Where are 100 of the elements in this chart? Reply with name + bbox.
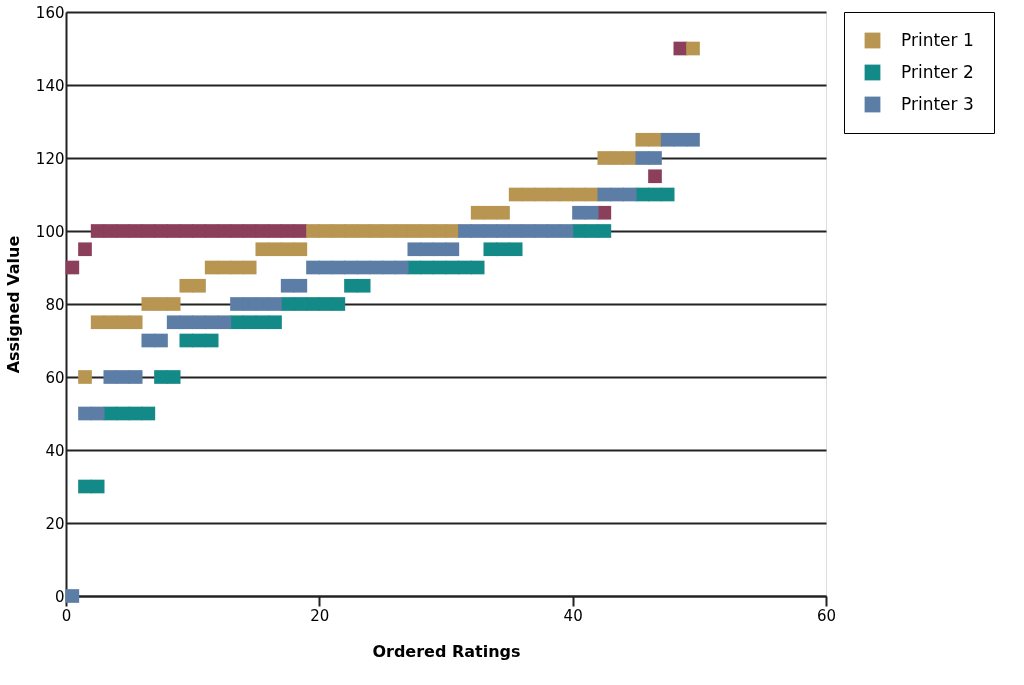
point [356, 278, 371, 293]
point [382, 224, 396, 238]
point [293, 297, 308, 311]
point [255, 242, 270, 257]
point [103, 370, 118, 384]
point [445, 260, 460, 275]
point [217, 224, 232, 238]
point [521, 224, 536, 238]
point [559, 187, 574, 202]
point [192, 278, 206, 293]
point [65, 589, 80, 603]
point [597, 151, 612, 165]
point [394, 260, 409, 275]
point [242, 260, 257, 275]
y-axis-title: Assigned Value [3, 235, 23, 374]
point [331, 297, 346, 311]
point [116, 370, 130, 384]
point [293, 242, 308, 257]
legend-label: Printer 2 [901, 61, 974, 82]
point [255, 315, 270, 330]
y-tick-label: 140 [35, 76, 65, 95]
y-tick-label: 60 [45, 368, 65, 387]
point [648, 187, 662, 202]
point [458, 224, 472, 238]
point [141, 297, 156, 311]
point [141, 224, 156, 238]
point [141, 406, 156, 421]
point [635, 132, 650, 147]
point [128, 370, 143, 384]
point [597, 224, 612, 238]
y-tick-label: 100 [35, 222, 65, 241]
point [660, 187, 675, 202]
point [686, 132, 700, 147]
point [293, 224, 308, 238]
point [496, 205, 510, 220]
point [673, 132, 688, 147]
point [483, 242, 498, 257]
point [103, 224, 118, 238]
point [344, 260, 358, 275]
point [116, 406, 130, 421]
x-tick-label: 40 [563, 606, 583, 625]
point [78, 370, 92, 384]
point [217, 315, 232, 330]
point [230, 260, 244, 275]
point [382, 260, 396, 275]
point [255, 224, 270, 238]
point [192, 333, 206, 348]
point [268, 224, 282, 238]
point [470, 260, 485, 275]
point [648, 169, 662, 184]
point [192, 315, 206, 330]
point [306, 224, 320, 238]
point [268, 297, 282, 311]
y-tick-label: 120 [35, 149, 65, 168]
point [610, 187, 624, 202]
point [306, 297, 320, 311]
point [179, 224, 194, 238]
point [116, 224, 130, 238]
point [217, 260, 232, 275]
point [166, 370, 181, 384]
point [154, 370, 168, 384]
point [407, 224, 422, 238]
point [192, 224, 206, 238]
point [610, 151, 624, 165]
point [306, 260, 320, 275]
point [255, 297, 270, 311]
point [90, 406, 105, 421]
point [483, 224, 498, 238]
point [179, 278, 194, 293]
point [230, 297, 244, 311]
point [420, 242, 434, 257]
point [268, 315, 282, 330]
point [369, 224, 384, 238]
x-tick-label: 60 [816, 606, 837, 625]
point [458, 260, 472, 275]
y-tick-label: 160 [35, 3, 65, 22]
y-tick-label: 80 [45, 295, 65, 314]
point [166, 297, 181, 311]
legend-label: Printer 1 [901, 29, 974, 50]
x-tick-label: 20 [310, 606, 330, 625]
point [230, 224, 244, 238]
point [572, 187, 586, 202]
point [483, 205, 498, 220]
point [78, 406, 92, 421]
point [521, 187, 536, 202]
point [635, 151, 650, 165]
point [116, 315, 130, 330]
point [572, 205, 586, 220]
point [204, 333, 219, 348]
point [293, 278, 308, 293]
point [559, 224, 574, 238]
point [154, 333, 168, 348]
point [407, 242, 422, 257]
point [445, 224, 460, 238]
point [496, 224, 510, 238]
y-tick-label: 20 [45, 514, 65, 533]
point [179, 315, 194, 330]
point [179, 333, 194, 348]
point [508, 242, 523, 257]
point [369, 260, 384, 275]
